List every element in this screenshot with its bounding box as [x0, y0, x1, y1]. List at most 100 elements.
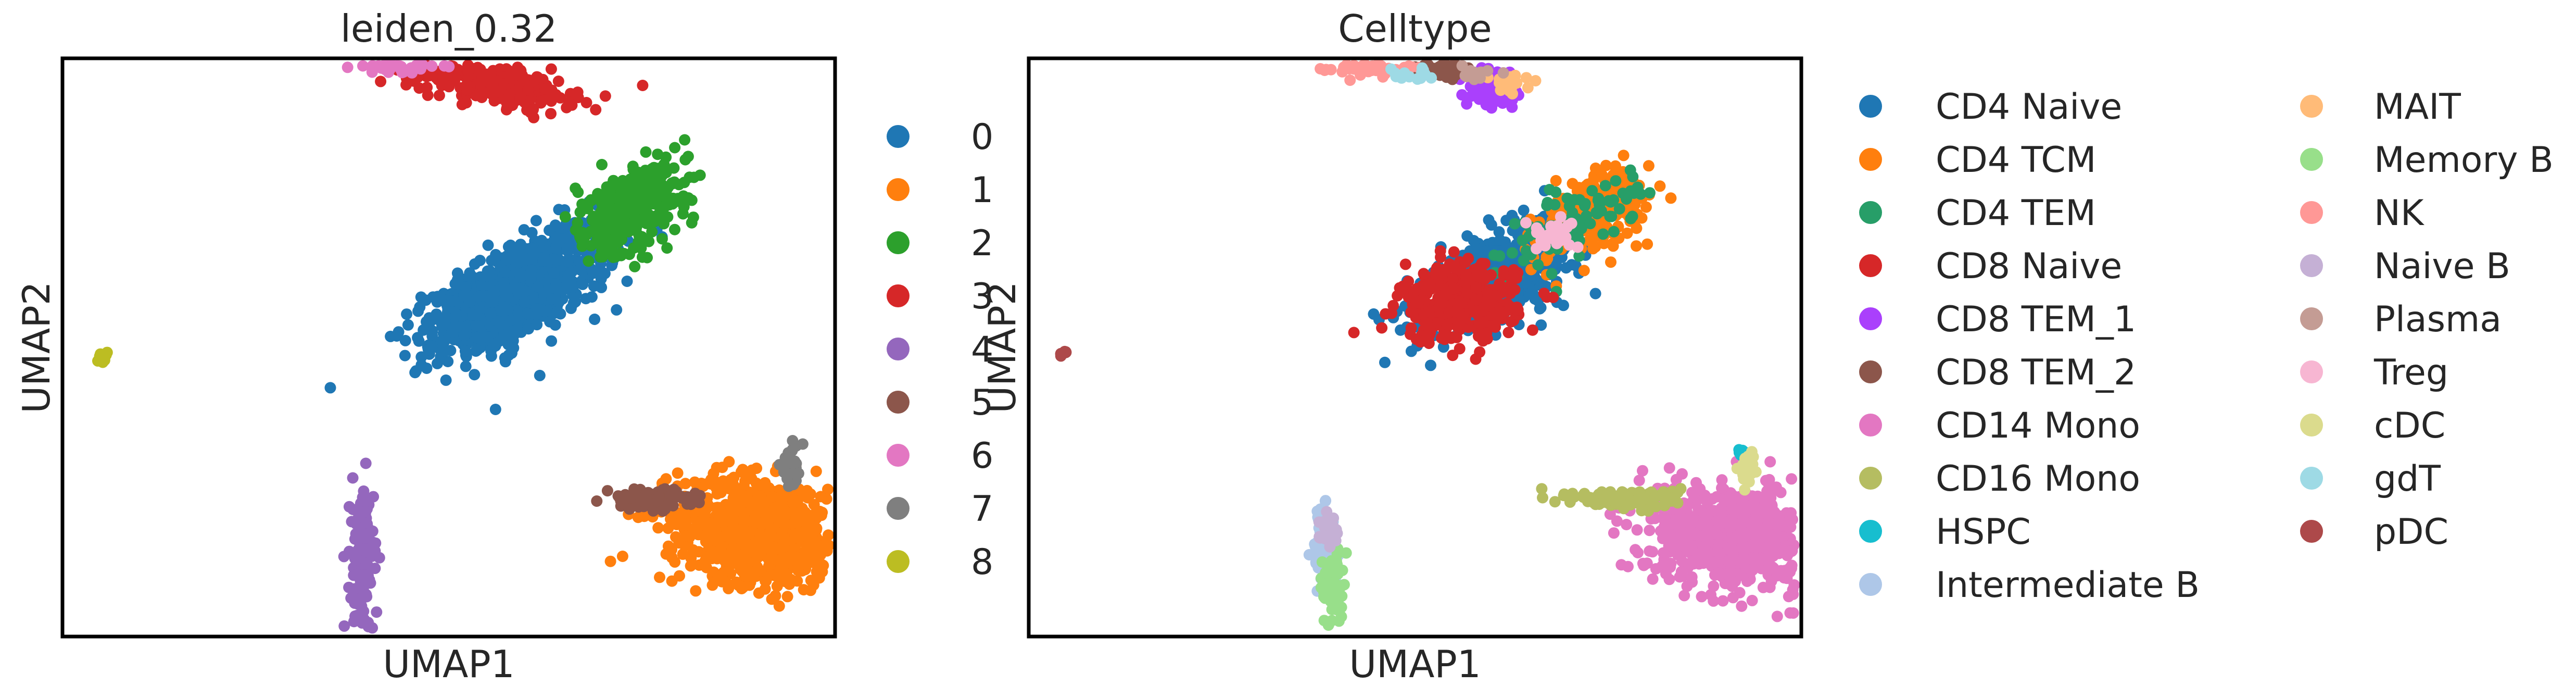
data-point [548, 267, 560, 279]
legend-label-7: 7 [971, 489, 993, 530]
data-point [1644, 525, 1656, 537]
data-point [446, 295, 458, 307]
data-point [401, 308, 413, 320]
data-point [1564, 496, 1576, 508]
data-point [1760, 522, 1772, 534]
data-point [672, 467, 684, 479]
data-point [1747, 525, 1759, 537]
data-point [775, 560, 787, 572]
data-point [357, 60, 369, 72]
data-point [760, 575, 771, 587]
data-point [776, 527, 788, 539]
data-point [737, 538, 748, 550]
data-point [565, 302, 577, 314]
data-point [679, 478, 691, 490]
data-point [634, 187, 646, 199]
data-point [1492, 313, 1504, 325]
data-point [1546, 268, 1558, 280]
data-point [1637, 557, 1649, 569]
data-point [635, 495, 647, 507]
data-point [324, 382, 336, 394]
data-point [1659, 500, 1671, 512]
data-point [462, 66, 474, 78]
data-point [1787, 584, 1799, 596]
data-point [101, 346, 113, 358]
legend-marker-6 [887, 444, 910, 467]
data-point [1766, 561, 1778, 573]
series-8 [92, 346, 113, 368]
data-point [367, 537, 379, 549]
data-point [1456, 311, 1468, 323]
data-point [1441, 329, 1453, 341]
data-point [565, 267, 577, 279]
data-point [1319, 495, 1331, 507]
data-point [1636, 505, 1648, 517]
data-point [1700, 512, 1712, 524]
data-point [698, 559, 710, 571]
data-point [1592, 194, 1604, 206]
data-point [1386, 307, 1398, 319]
data-point [1483, 214, 1495, 226]
data-point [1713, 519, 1725, 531]
data-point [1746, 594, 1758, 606]
series-0 [324, 179, 668, 415]
data-point [1654, 180, 1666, 192]
data-point [1727, 592, 1739, 604]
data-point [1708, 595, 1720, 607]
data-point [490, 248, 502, 260]
data-point [624, 503, 636, 515]
series-2 [559, 134, 706, 272]
data-point [813, 572, 825, 584]
data-point [402, 319, 414, 331]
data-point [1727, 547, 1739, 559]
data-point [604, 555, 616, 567]
data-point [471, 332, 483, 344]
data-point [728, 471, 740, 483]
data-point [1423, 306, 1435, 318]
data-point [566, 99, 578, 111]
data-point [1626, 210, 1638, 222]
data-point [549, 319, 561, 331]
data-point [1611, 515, 1623, 527]
data-point [646, 226, 658, 238]
data-point [738, 510, 750, 522]
data-point [1665, 192, 1677, 204]
data-point [1479, 273, 1491, 285]
data-point [1737, 495, 1749, 507]
data-point [561, 243, 573, 255]
data-point [360, 457, 372, 469]
data-point [399, 334, 411, 346]
data-point [1454, 343, 1466, 355]
data-point [1781, 572, 1793, 584]
data-point [451, 267, 463, 279]
data-point [724, 498, 736, 510]
data-point [746, 464, 758, 476]
data-point [1688, 491, 1700, 503]
data-point [1605, 256, 1617, 268]
data-point [433, 90, 445, 102]
data-point [437, 73, 449, 85]
scatter-points-leiden [92, 59, 835, 634]
data-point [1464, 273, 1476, 285]
data-point [1762, 477, 1774, 489]
data-point [715, 487, 727, 498]
data-point [597, 251, 609, 263]
data-point [577, 278, 589, 290]
data-point [399, 350, 411, 362]
data-point [1589, 288, 1601, 300]
data-point [720, 577, 732, 589]
data-point [1456, 297, 1468, 309]
legend-marker-4 [887, 338, 910, 360]
y-axis-label-leiden: UMAP2 [15, 281, 58, 413]
data-point [662, 211, 674, 223]
data-point [658, 166, 669, 178]
data-point [426, 326, 438, 338]
legend-label-8: 8 [971, 542, 993, 583]
data-point [1550, 186, 1562, 198]
data-point [640, 146, 652, 158]
data-point [611, 192, 623, 204]
data-point [426, 340, 438, 352]
data-point [1608, 194, 1620, 206]
data-point [1716, 474, 1728, 486]
data-point [1494, 234, 1506, 246]
